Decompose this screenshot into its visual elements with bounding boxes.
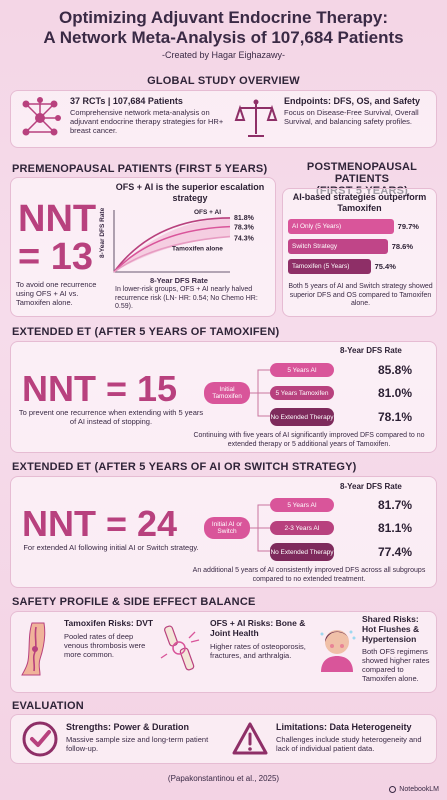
- chart-ylabel: 8-Year DFS Rate: [99, 207, 106, 258]
- safety-item-0-text: Pooled rates of deep venous thrombosis w…: [64, 632, 146, 659]
- safety-item-0-title: Tamoxifen Risks: DVT: [64, 618, 154, 628]
- leg-vein-icon: [16, 620, 60, 678]
- extended-ai-row-1-pill: 2-3 Years AI: [270, 521, 334, 535]
- overview-right-title: Endpoints: DFS, OS, and Safety: [284, 96, 421, 106]
- extended-tam-nnt: NNT = 15: [22, 368, 178, 409]
- hot-flush-woman-icon: [314, 620, 360, 676]
- extended-tam-row-1-pill: 5 Years Tamoxifen: [270, 386, 334, 400]
- brand-label: NotebookLM: [399, 786, 439, 793]
- postmeno-caption: Both 5 years of AI and Switch strategy s…: [288, 283, 433, 307]
- extended-ai-row-2-value: 77.4%: [378, 545, 413, 559]
- overview-card: [10, 90, 437, 148]
- extended-ai-col-header: 8-Year DFS Rate: [340, 482, 402, 491]
- safety-item-1-text: Higher rates of osteoporosis, fractures,…: [210, 642, 306, 660]
- extended-ai-row-2-pill: No Extended Therapy: [270, 543, 334, 561]
- postmeno-bar-chart: AI Only (5 Years) 79.7% Switch Strategy 78.…: [288, 219, 433, 279]
- evaluation-strength-text: Massive sample size and long-term patien…: [66, 735, 209, 753]
- byline: -Created by Hagar Eighazawy-: [161, 50, 286, 60]
- safety-card: [10, 611, 437, 693]
- extended-ai-heading: EXTENDED ET (AFTER 5 YEARS OF AI OR SWIT…: [12, 461, 357, 473]
- extended-ai-connector: [250, 504, 270, 552]
- extended-tam-row-1-value: 81.0%: [378, 386, 413, 400]
- extended-tam-heading: EXTENDED ET (AFTER 5 YEARS OF TAMOXIFEN): [12, 326, 280, 338]
- safety-item-2-text: Both OFS regimens showed higher rates co…: [362, 647, 430, 683]
- bone-joint-icon: [158, 620, 204, 676]
- chart-xlabel: 8-Year DFS Rate: [150, 276, 208, 285]
- evaluation-limit-text: Challenges include study heterogeneity a…: [276, 735, 422, 753]
- postmeno-bar-value: 75.4%: [374, 262, 396, 271]
- overview-left-title: 37 RCTs | 107,684 Patients: [70, 96, 183, 106]
- evaluation-card: [10, 714, 437, 764]
- premeno-nnt-caption: To avoid one recurrence using OFS + AI v…: [16, 280, 97, 307]
- chart-series-line: [113, 235, 231, 273]
- safety-item-1-title: OFS + AI Risks: Bone & Joint Health: [210, 618, 306, 638]
- safety-item-2-title: Shared Risks: Hot Flushes & Hypertension: [362, 614, 420, 644]
- evaluation-strength-title: Strengths: Power & Duration: [66, 722, 190, 732]
- chart-value-label: 78.3%: [234, 225, 255, 232]
- extended-ai-nnt: NNT = 24: [22, 503, 178, 544]
- postmeno-bar-value: 79.7%: [397, 222, 419, 231]
- chart-series-label: Tamoxifen alone: [172, 246, 223, 253]
- citation: (Papakonstantinou et al., 2025): [167, 774, 280, 783]
- extended-ai-start-pill: Initial AI or Switch: [204, 517, 250, 539]
- extended-tam-col-header: 8-Year DFS Rate: [340, 346, 402, 355]
- evaluation-limit-title: Limitations: Data Heterogeneity: [276, 722, 412, 732]
- extended-tam-row-2-value: 78.1%: [378, 410, 413, 424]
- extended-tam-row-2-pill: No Extended Therapy: [270, 408, 334, 426]
- premeno-line-chart: 81.8% OFS + AI 78.3% 74.3% Tamoxifen alone: [113, 209, 255, 273]
- premeno-nnt-line1: NNT: [18, 198, 97, 240]
- overview-heading: GLOBAL STUDY OVERVIEW: [147, 75, 300, 87]
- chart-value-label: 81.8%: [234, 215, 255, 222]
- extended-tam-row-0-pill: 5 Years AI: [270, 363, 334, 377]
- balance-scale-icon: [234, 96, 278, 140]
- notebook-logo-icon: [389, 786, 397, 793]
- extended-ai-row-0-value: 81.7%: [378, 498, 413, 512]
- extended-tam-caption: Continuing with five years of AI signifi…: [193, 432, 425, 448]
- postmeno-subtitle: AI-based strategies outperform Tamoxifen: [292, 192, 427, 213]
- chart-gap-area: [114, 217, 230, 272]
- extended-ai-nnt-caption: For extended AI following initial AI or …: [23, 543, 199, 552]
- chart-series-line: [113, 217, 231, 273]
- extended-tam-nnt-caption: To prevent one recurrence when extending…: [18, 408, 204, 426]
- premeno-heading: PREMENOPAUSAL PATIENTS (FIRST 5 YEARS): [12, 163, 268, 175]
- postmeno-heading-line1: POSTMENOPAUSAL PATIENTS: [306, 161, 418, 185]
- chart-series-label: OFS + AI: [194, 209, 221, 216]
- extended-tam-start-pill: Initial Tamoxifen: [204, 382, 250, 404]
- postmeno-bar-row: AI Only (5 Years) 79.7%: [288, 219, 433, 234]
- postmeno-bar: Tamoxifen (5 Years): [288, 259, 371, 274]
- warning-triangle-icon: [230, 719, 270, 759]
- postmeno-bar-row: Switch Strategy 78.6%: [288, 239, 433, 254]
- postmeno-bar-value: 78.6%: [391, 242, 414, 251]
- premeno-chart-title: OFS + AI is the superior escalation stra…: [115, 182, 265, 203]
- extended-tam-row-0-value: 85.8%: [378, 363, 413, 377]
- title-line-2: A Network Meta-Analysis of 107,684 Patie…: [43, 28, 404, 47]
- premeno-nnt: NNT = 13: [18, 200, 96, 276]
- postmeno-bar: AI Only (5 Years): [288, 219, 394, 234]
- page-title: Optimizing Adjuvant Endocrine Therapy: A…: [0, 0, 447, 48]
- safety-heading: SAFETY PROFILE & SIDE EFFECT BALANCE: [12, 596, 256, 608]
- extended-ai-caption: An additional 5 years of AI consistently…: [192, 567, 426, 583]
- network-icon: [18, 96, 62, 140]
- chart-series-line: [113, 225, 231, 273]
- premeno-chart-note: In lower-risk groups, OFS + AI nearly ha…: [115, 286, 258, 310]
- premeno-nnt-line2: = 13: [18, 236, 94, 278]
- extended-ai-row-1-value: 81.1%: [378, 521, 413, 535]
- extended-ai-row-0-pill: 5 Years AI: [270, 498, 334, 512]
- postmeno-bar-row: Tamoxifen (5 Years) 75.4%: [288, 259, 433, 274]
- brand-watermark: NotebookLM: [389, 786, 439, 793]
- overview-right-text: Focus on Disease-Free Survival, Overall …: [284, 108, 419, 126]
- postmeno-bar: Switch Strategy: [288, 239, 388, 254]
- extended-tam-connector: [250, 369, 270, 417]
- evaluation-heading: EVALUATION: [12, 700, 84, 712]
- checkmark-circle-icon: [20, 719, 60, 759]
- overview-left-text: Comprehensive network meta-analysis on a…: [70, 108, 224, 135]
- title-line-1: Optimizing Adjuvant Endocrine Therapy:: [58, 8, 388, 27]
- chart-value-label: 74.3%: [234, 236, 255, 243]
